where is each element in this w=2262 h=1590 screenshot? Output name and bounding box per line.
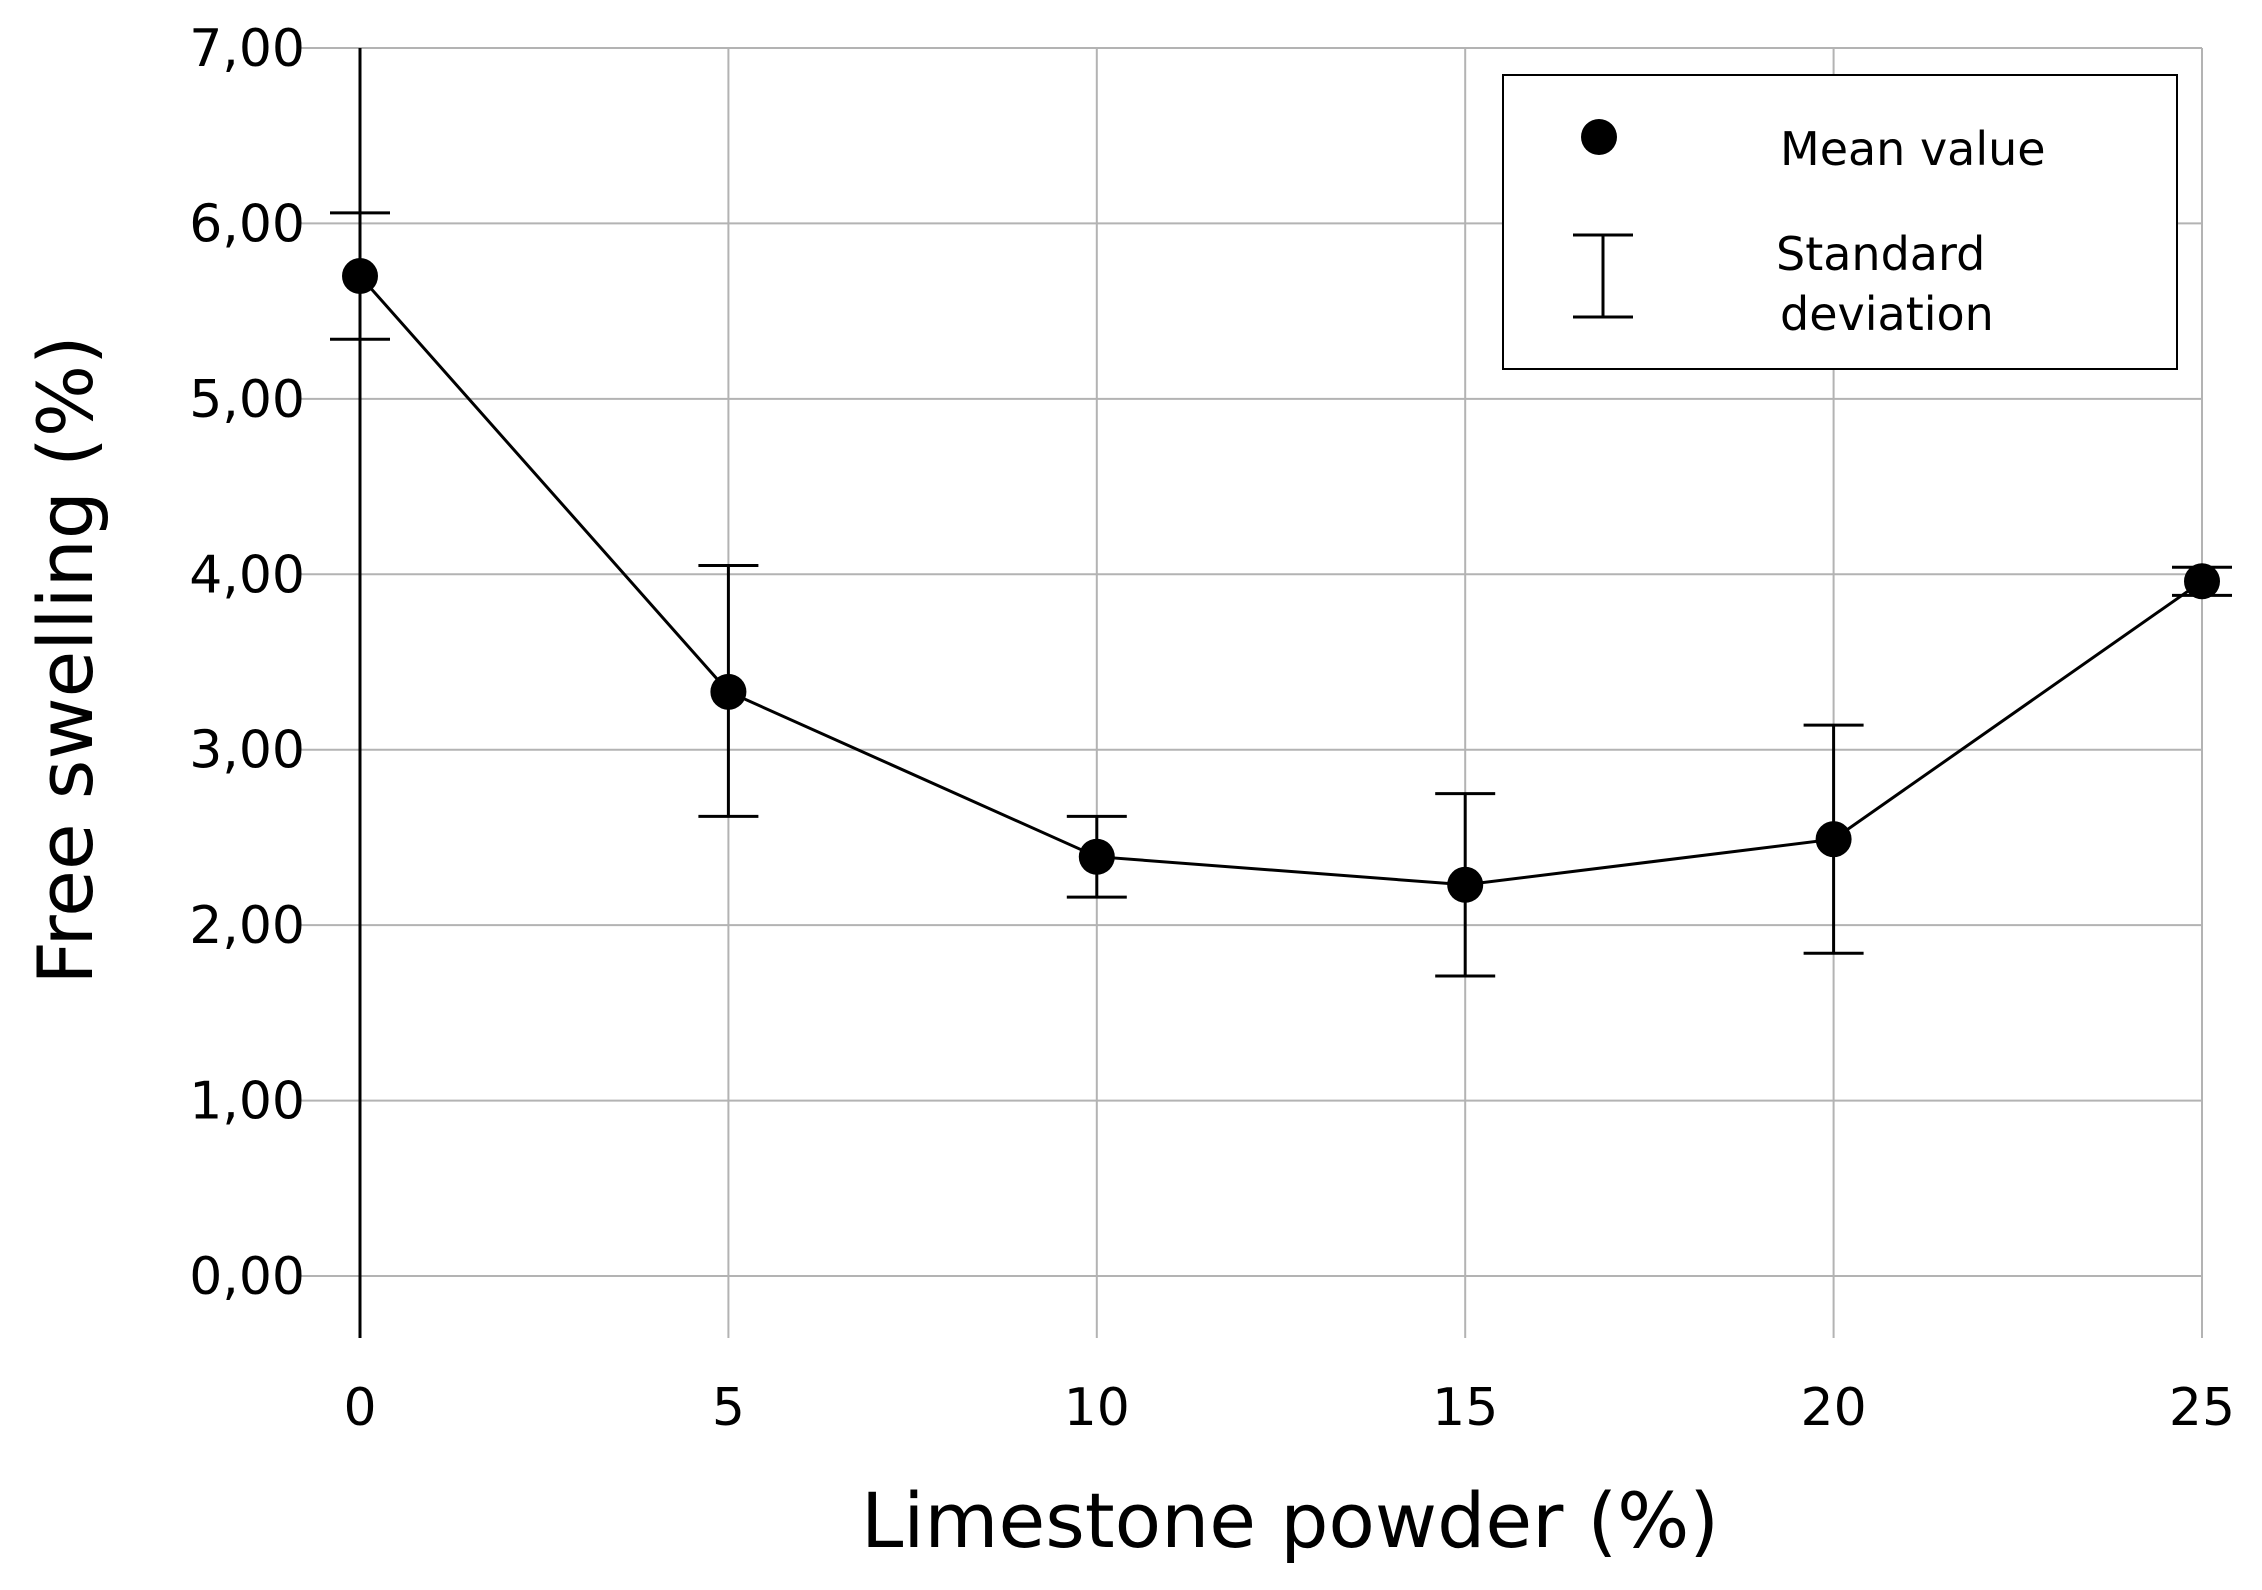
y-tick-labels: 0,00 1,00 2,00 3,00 4,00 5,00 6,00 7,00 [189, 19, 305, 1307]
x-axis-title: Limestone powder (%) [861, 1476, 1719, 1565]
mean-value-point [1815, 821, 1852, 858]
legend-std-label-line1: Standard [1776, 227, 1985, 281]
mean-value-line [358, 275, 2203, 887]
y-tick-label: 4,00 [189, 545, 305, 605]
legend: Mean value Standard deviation [1502, 74, 2178, 370]
y-tick-label: 3,00 [189, 721, 305, 781]
x-tick-labels: 0 5 10 15 20 25 [343, 1378, 2235, 1438]
mean-value-point [710, 673, 747, 710]
y-tick-label: 6,00 [189, 194, 305, 254]
mean-value-point [1447, 866, 1484, 903]
x-tick-label: 20 [1801, 1378, 1867, 1438]
legend-std-label-line2: deviation [1780, 287, 1994, 341]
mean-value-point [342, 258, 378, 295]
y-tick-label: 1,00 [189, 1072, 305, 1132]
y-tick-label: 2,00 [189, 896, 305, 956]
x-tick-label: 5 [712, 1378, 745, 1438]
legend-mean-label: Mean value [1780, 122, 2046, 176]
x-tick-label: 25 [2169, 1378, 2235, 1438]
mean-value-point [1078, 838, 1115, 875]
legend-mean-marker-icon [1581, 119, 1617, 155]
mean-value-point [2184, 563, 2220, 600]
legend-box [1502, 74, 2178, 370]
x-tick-label: 15 [1432, 1378, 1498, 1438]
mean-value-markers [342, 258, 2220, 903]
y-tick-label: 5,00 [189, 370, 305, 430]
y-tick-label: 0,00 [189, 1247, 305, 1307]
x-tick-label: 10 [1064, 1378, 1130, 1438]
y-tick-label: 7,00 [189, 19, 305, 79]
y-axis-title: Free swelling (%) [21, 335, 110, 984]
x-tick-label: 0 [343, 1378, 376, 1438]
